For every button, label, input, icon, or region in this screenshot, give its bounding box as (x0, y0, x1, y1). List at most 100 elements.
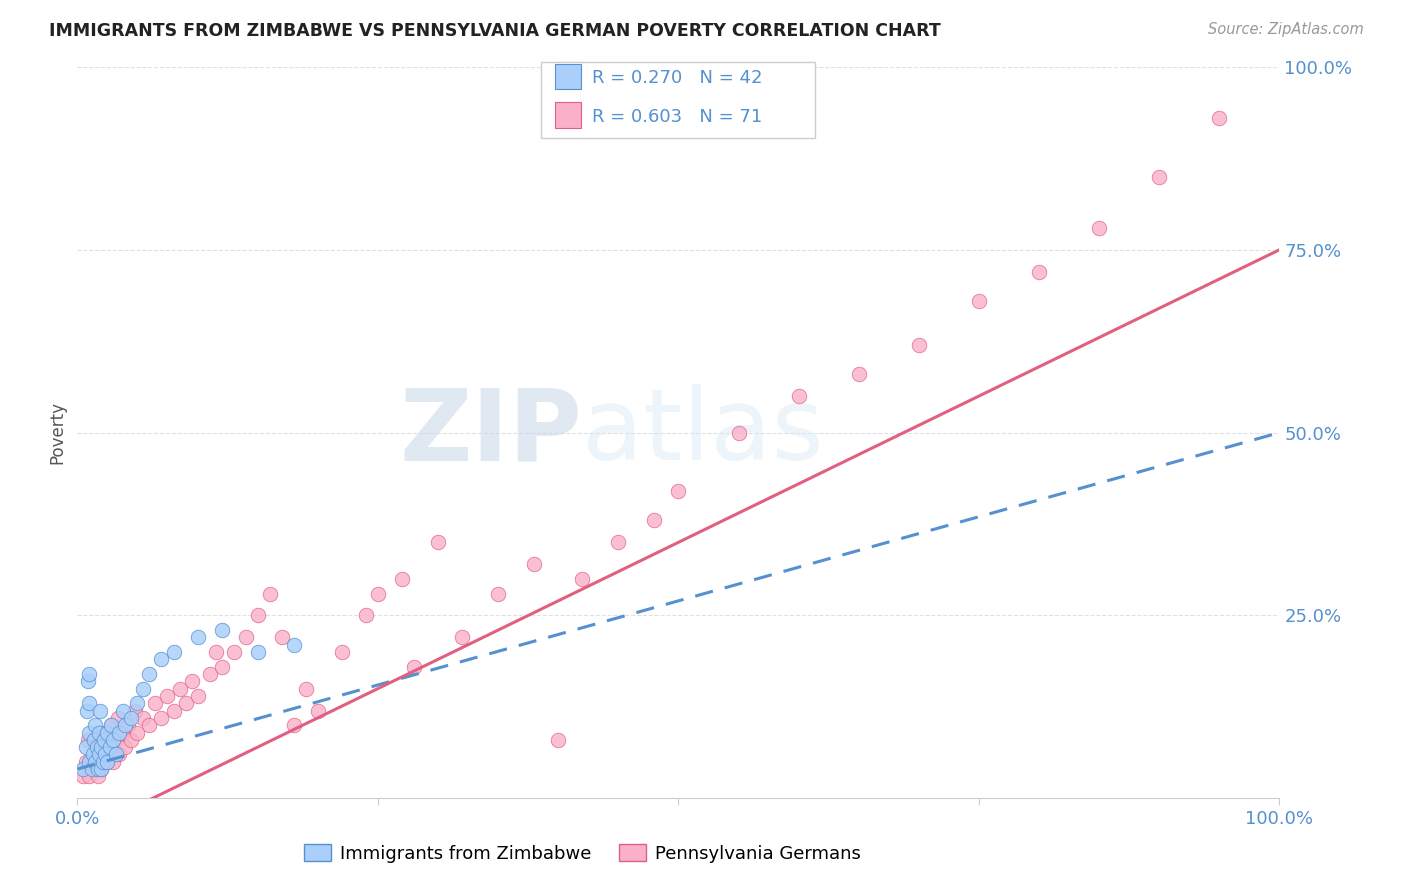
Point (246, 645, 269, 659)
Point (643, 513, 665, 527)
Point (72, 762, 94, 776)
Point (571, 572, 593, 586)
Point (523, 558, 546, 572)
Point (108, 747, 131, 762)
Point (98, 740, 121, 755)
Point (82, 747, 104, 762)
Point (90, 762, 112, 776)
Text: R = 0.270   N = 42: R = 0.270 N = 42 (592, 70, 762, 87)
Y-axis label: Poverty: Poverty (48, 401, 66, 464)
Point (307, 704, 329, 718)
Point (727, 425, 749, 440)
Point (96, 725, 118, 739)
Point (124, 704, 146, 718)
Point (451, 631, 474, 645)
Point (108, 725, 131, 739)
Point (87, 747, 110, 762)
Point (222, 645, 245, 659)
Point (1028, 265, 1050, 279)
Point (79, 725, 101, 739)
Point (84, 718, 107, 732)
Point (967, 293, 990, 308)
Point (75, 755, 97, 769)
Point (127, 725, 149, 739)
Point (77, 674, 100, 689)
Point (204, 645, 226, 659)
Point (91, 755, 114, 769)
Point (114, 740, 136, 755)
Point (104, 747, 127, 762)
Point (174, 696, 197, 710)
Point (111, 725, 134, 739)
Point (84, 755, 107, 769)
Point (79, 755, 101, 769)
Point (114, 718, 136, 732)
Point (96, 755, 118, 769)
Point (87, 747, 110, 762)
Point (89, 704, 111, 718)
Point (486, 586, 509, 600)
Point (367, 586, 389, 600)
Point (259, 586, 281, 600)
Point (283, 718, 305, 732)
Point (94, 747, 117, 762)
Point (132, 711, 155, 725)
Point (79, 769, 101, 783)
Point (93, 732, 115, 747)
Point (145, 696, 167, 710)
Point (98, 740, 121, 755)
Point (86, 740, 108, 755)
Text: IMMIGRANTS FROM ZIMBABWE VS PENNSYLVANIA GERMAN POVERTY CORRELATION CHART: IMMIGRANTS FROM ZIMBABWE VS PENNSYLVANIA… (49, 22, 941, 40)
Point (96, 755, 118, 769)
Point (127, 696, 149, 710)
Point (87, 762, 110, 776)
Point (120, 711, 142, 725)
Point (427, 535, 450, 549)
Point (75, 740, 97, 755)
Point (86, 740, 108, 755)
Point (1088, 220, 1111, 235)
Point (150, 652, 173, 666)
Point (156, 689, 179, 703)
Point (80, 755, 103, 769)
Point (103, 732, 125, 747)
Point (117, 718, 139, 732)
Legend: Immigrants from Zimbabwe, Pennsylvania Germans: Immigrants from Zimbabwe, Pennsylvania G… (297, 837, 868, 870)
Point (246, 608, 269, 623)
Point (103, 755, 125, 769)
Point (80, 762, 103, 776)
Text: Source: ZipAtlas.com: Source: ZipAtlas.com (1208, 22, 1364, 37)
Point (107, 711, 129, 725)
Point (607, 535, 630, 549)
Point (100, 718, 122, 732)
Point (93, 747, 115, 762)
Point (668, 484, 690, 499)
Point (354, 608, 377, 623)
Point (100, 718, 122, 732)
Point (391, 572, 413, 586)
Point (77, 732, 100, 747)
Point (169, 681, 191, 696)
Point (90, 740, 112, 755)
Point (82, 732, 104, 747)
Point (138, 718, 160, 732)
Point (294, 681, 316, 696)
Point (79, 696, 101, 710)
Point (235, 631, 257, 645)
Point (132, 681, 155, 696)
Point (150, 711, 173, 725)
Point (104, 732, 127, 747)
Point (547, 732, 569, 747)
Point (186, 689, 209, 703)
Point (162, 645, 184, 659)
Text: atlas: atlas (582, 384, 824, 481)
Point (1149, 169, 1171, 184)
Point (83, 732, 105, 747)
Text: ZIP: ZIP (399, 384, 582, 481)
Point (908, 338, 931, 352)
Point (90, 762, 112, 776)
Point (330, 645, 353, 659)
Point (111, 704, 134, 718)
Point (87, 725, 110, 739)
Point (186, 631, 209, 645)
